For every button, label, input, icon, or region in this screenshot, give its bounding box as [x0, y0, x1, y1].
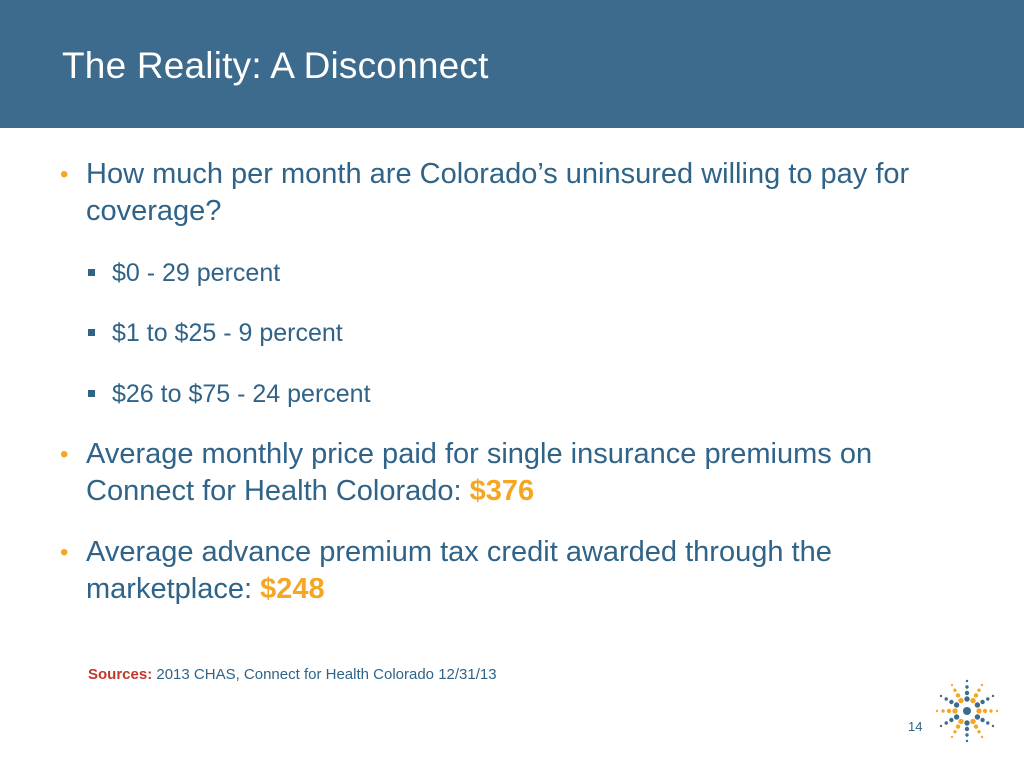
logo-dot [950, 735, 954, 739]
logo-dot [977, 688, 981, 692]
logo-dot [973, 693, 979, 698]
sub-item-text: $26 to $75 - 24 percent [112, 380, 371, 408]
square-bullet-icon [88, 269, 95, 276]
logo-dot [980, 717, 985, 723]
logo-dot [953, 688, 957, 692]
logo-dot [991, 694, 995, 698]
bullet-item-avg-premium: • Average monthly price paid for single … [60, 436, 950, 510]
logo-dot [986, 697, 990, 701]
bullet-marker: • [60, 161, 69, 188]
logo-dot [939, 694, 943, 698]
bullet-text-body: Average advance premium tax credit award… [86, 536, 832, 605]
logo-dot [952, 708, 958, 714]
logo-dot [958, 697, 964, 704]
sub-item-0: $0 - 29 percent [88, 256, 888, 290]
logo-dot [935, 709, 939, 713]
premium-value: $376 [469, 475, 535, 507]
logo-dot [989, 709, 993, 713]
logo-dot [995, 709, 999, 713]
sub-item-1: $1 to $25 - 9 percent [88, 316, 888, 350]
sub-item-text: $1 to $25 - 9 percent [112, 319, 343, 347]
logo-dot [986, 721, 990, 725]
logo-dot [965, 733, 969, 737]
logo-dot [949, 699, 954, 705]
logo-center-dot [963, 707, 971, 715]
bullet-marker: • [60, 539, 69, 566]
logo-dot [970, 718, 976, 725]
header-bar: The Reality: A Disconnect [0, 0, 1024, 128]
logo-dot [974, 714, 981, 720]
page-number: 14 [908, 719, 923, 734]
logo-dot [964, 696, 970, 702]
logo-dot [953, 702, 960, 708]
logo-dot [964, 726, 970, 732]
bullet-text: Average monthly price paid for single in… [86, 436, 950, 510]
slide-title: The Reality: A Disconnect [62, 45, 489, 86]
logo-dot [964, 690, 970, 696]
tax-credit-value: $248 [260, 573, 325, 605]
sub-item-2: $26 to $75 - 24 percent [88, 377, 888, 411]
starburst-logo-icon [935, 679, 999, 743]
sources-label: Sources: [88, 666, 153, 683]
logo-dot [955, 724, 961, 729]
bullet-text: How much per month are Colorado’s uninsu… [86, 158, 910, 227]
logo-dot [980, 683, 984, 687]
bullet-item-willingness: • How much per month are Colorado’s unin… [60, 156, 950, 230]
logo-dot [982, 708, 988, 714]
logo-dot [953, 714, 960, 720]
logo-dot [944, 697, 948, 701]
bullet-item-tax-credit: • Average advance premium tax credit awa… [60, 534, 950, 608]
logo-dot [950, 683, 954, 687]
logo-dot [965, 739, 969, 743]
square-bullet-icon [88, 390, 95, 397]
logo-dot [980, 735, 984, 739]
logo-dot [974, 702, 981, 708]
logo-dot [980, 699, 985, 705]
sources-note: Sources: 2013 CHAS, Connect for Health C… [88, 664, 497, 686]
logo-dot [958, 718, 964, 725]
logo-dot [977, 730, 981, 734]
bullet-text-body: Average monthly price paid for single in… [86, 438, 873, 507]
logo-dot [946, 708, 952, 714]
logo-dot [939, 724, 943, 728]
logo-dot [965, 685, 969, 689]
logo-dot [991, 724, 995, 728]
logo-dot [973, 724, 979, 729]
bullet-marker: • [60, 441, 69, 468]
logo-dot [964, 720, 970, 726]
logo-dot [949, 717, 954, 723]
logo-dot [965, 679, 969, 683]
logo-dot [944, 721, 948, 725]
sources-text: 2013 CHAS, Connect for Health Colorado 1… [152, 666, 497, 683]
logo-dot [953, 730, 957, 734]
square-bullet-icon [88, 329, 95, 336]
logo-dot [955, 693, 961, 698]
logo-dot [970, 697, 976, 704]
bullet-text: Average advance premium tax credit award… [86, 534, 950, 608]
sub-item-text: $0 - 29 percent [112, 259, 281, 287]
logo-dot [976, 708, 982, 714]
logo-dot [941, 709, 945, 713]
